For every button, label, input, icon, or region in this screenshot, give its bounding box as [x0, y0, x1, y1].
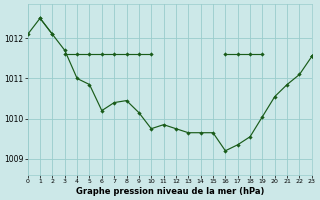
X-axis label: Graphe pression niveau de la mer (hPa): Graphe pression niveau de la mer (hPa) [76, 187, 264, 196]
